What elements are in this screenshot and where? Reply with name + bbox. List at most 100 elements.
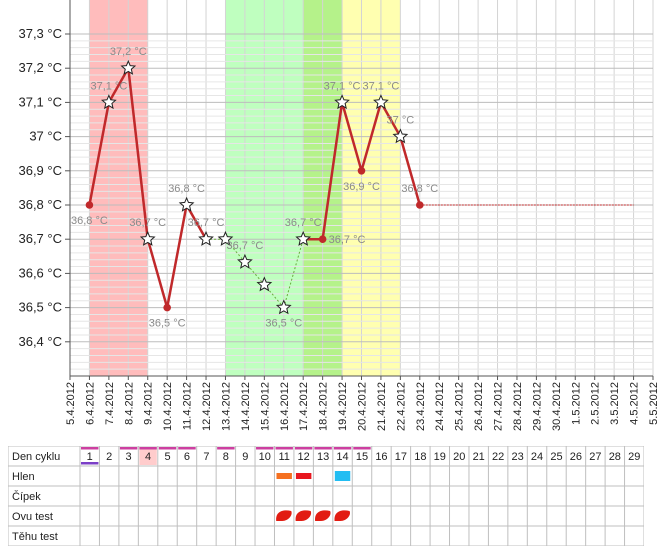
cycle-day-number: 22 xyxy=(492,451,504,463)
phase-band-0 xyxy=(89,0,148,376)
series-segment xyxy=(321,102,344,240)
dot-point xyxy=(85,201,94,209)
cycle-day-number: 5 xyxy=(164,451,170,463)
star-point xyxy=(100,94,117,110)
point-label: 37,1 °C xyxy=(324,80,361,92)
day-top-mark xyxy=(178,447,196,450)
day-top-mark xyxy=(119,447,138,450)
cycle-day-number: 12 xyxy=(298,451,310,463)
series-segment xyxy=(146,238,169,308)
cycle-day-number: 18 xyxy=(414,451,426,463)
point-label: 36,7 °C xyxy=(285,217,322,229)
star-point xyxy=(237,253,253,269)
star-point xyxy=(295,230,312,246)
day-top-mark xyxy=(353,447,371,450)
day-top-mark xyxy=(81,447,99,450)
x-tick-label: 4.5.2012 xyxy=(629,382,641,425)
x-tick-label: 18.4.2012 xyxy=(318,382,330,431)
point-label: 36,7 °C xyxy=(329,234,366,246)
cycle-day-number: 28 xyxy=(609,451,621,463)
x-tick-label: 5.4.2012 xyxy=(65,382,77,425)
row-label: Těhu test xyxy=(12,531,58,543)
series-segment xyxy=(127,68,149,240)
point-label: 36,5 °C xyxy=(265,318,302,330)
cycle-day-number: 8 xyxy=(223,451,229,463)
temperature-labels: 36,8 °C 37,1 °C 37,2 °C 36,7 °C 36,5 °C 36,8 … xyxy=(71,46,438,329)
x-tick-label: 21.4.2012 xyxy=(376,382,388,431)
y-tick-label: 37,1 °C xyxy=(18,94,62,109)
cycle-day-number: 21 xyxy=(473,451,485,463)
y-tick-label: 36,8 °C xyxy=(18,197,62,212)
star-point xyxy=(217,230,234,246)
star-point xyxy=(139,230,156,246)
star-point xyxy=(334,94,350,110)
cycle-day-number: 17 xyxy=(395,451,407,463)
hlen-marker xyxy=(295,473,312,479)
x-tick-label: 8.4.2012 xyxy=(123,382,135,425)
x-tick-label: 5.5.2012 xyxy=(648,382,660,425)
row-label: Hlen xyxy=(12,471,35,483)
temperature-series xyxy=(85,59,634,315)
day-top-mark xyxy=(275,447,293,450)
day-cell-highlight xyxy=(139,447,157,465)
cycle-day-number: 13 xyxy=(317,451,329,463)
x-tick-label: 15.4.2012 xyxy=(259,382,271,431)
cycle-day-number: 15 xyxy=(356,451,368,463)
series-segment xyxy=(88,102,111,206)
y-tick-label: 37,2 °C xyxy=(18,60,62,75)
x-tick-label: 22.4.2012 xyxy=(395,382,407,431)
point-label: 36,8 °C xyxy=(71,215,108,227)
day-top-mark xyxy=(333,447,352,450)
cycle-day-number: 2 xyxy=(106,451,112,463)
hlen-row xyxy=(276,471,351,481)
cycle-day-number: 27 xyxy=(589,451,601,463)
point-label: 37,1 °C xyxy=(363,80,400,92)
star-point xyxy=(120,59,137,75)
dot-point xyxy=(357,167,366,175)
y-tick-label: 36,4 °C xyxy=(18,334,62,349)
bbt-chart: 36,4 °C 36,5 °C 36,6 °C 36,7 °C 36,8 °C 36,9 … xyxy=(18,0,660,431)
cycle-day-number: 24 xyxy=(531,451,543,463)
cycle-day-number: 11 xyxy=(278,451,289,463)
cycle-day-number: 23 xyxy=(511,451,523,463)
y-tick-label: 36,6 °C xyxy=(18,265,62,280)
phase-band-3 xyxy=(342,0,401,376)
cycle-day-number: 7 xyxy=(203,451,209,463)
star-point xyxy=(275,299,292,315)
y-tick-label: 36,5 °C xyxy=(18,300,62,315)
y-tick-label: 37 °C xyxy=(29,129,62,144)
point-label: 36,8 °C xyxy=(168,183,205,195)
chart-axes: 36,4 °C 36,5 °C 36,6 °C 36,7 °C 36,8 °C 36,9 … xyxy=(18,0,660,431)
star-point xyxy=(392,128,409,144)
y-tick-label: 36,7 °C xyxy=(18,231,62,246)
cycle-day-number: 10 xyxy=(259,451,271,463)
series-segment xyxy=(340,102,363,172)
cycle-day-number: 6 xyxy=(184,451,190,463)
cycle-day-number: 14 xyxy=(336,451,348,463)
point-label: 36,5 °C xyxy=(149,318,186,330)
cycle-day-number: 26 xyxy=(570,451,582,463)
ovu-test-row xyxy=(276,510,350,521)
cycle-day-number: 9 xyxy=(242,451,248,463)
x-tick-label: 17.4.2012 xyxy=(298,382,310,431)
cycle-day-number: 29 xyxy=(628,451,640,463)
dot-point xyxy=(416,201,424,209)
x-tick-label: 1.5.2012 xyxy=(570,382,582,425)
cycle-day-number: 3 xyxy=(126,451,132,463)
x-tick-label: 24.4.2012 xyxy=(434,382,446,431)
day-top-mark xyxy=(294,447,313,450)
x-tick-label: 7.4.2012 xyxy=(104,382,116,425)
x-tick-label: 16.4.2012 xyxy=(279,382,291,431)
star-point xyxy=(373,94,389,110)
point-label: 36,7 °C xyxy=(129,217,166,229)
point-label: 37 °C xyxy=(387,115,415,127)
series-segment xyxy=(360,102,383,172)
series-segment xyxy=(165,204,188,308)
dot-point xyxy=(163,303,171,312)
x-tick-label: 30.4.2012 xyxy=(551,382,563,431)
cycle-day-number: 25 xyxy=(550,451,562,463)
ovu-test-icon xyxy=(315,510,331,521)
y-tick-label: 36,9 °C xyxy=(18,163,62,178)
row-label: Čípek xyxy=(12,490,41,503)
